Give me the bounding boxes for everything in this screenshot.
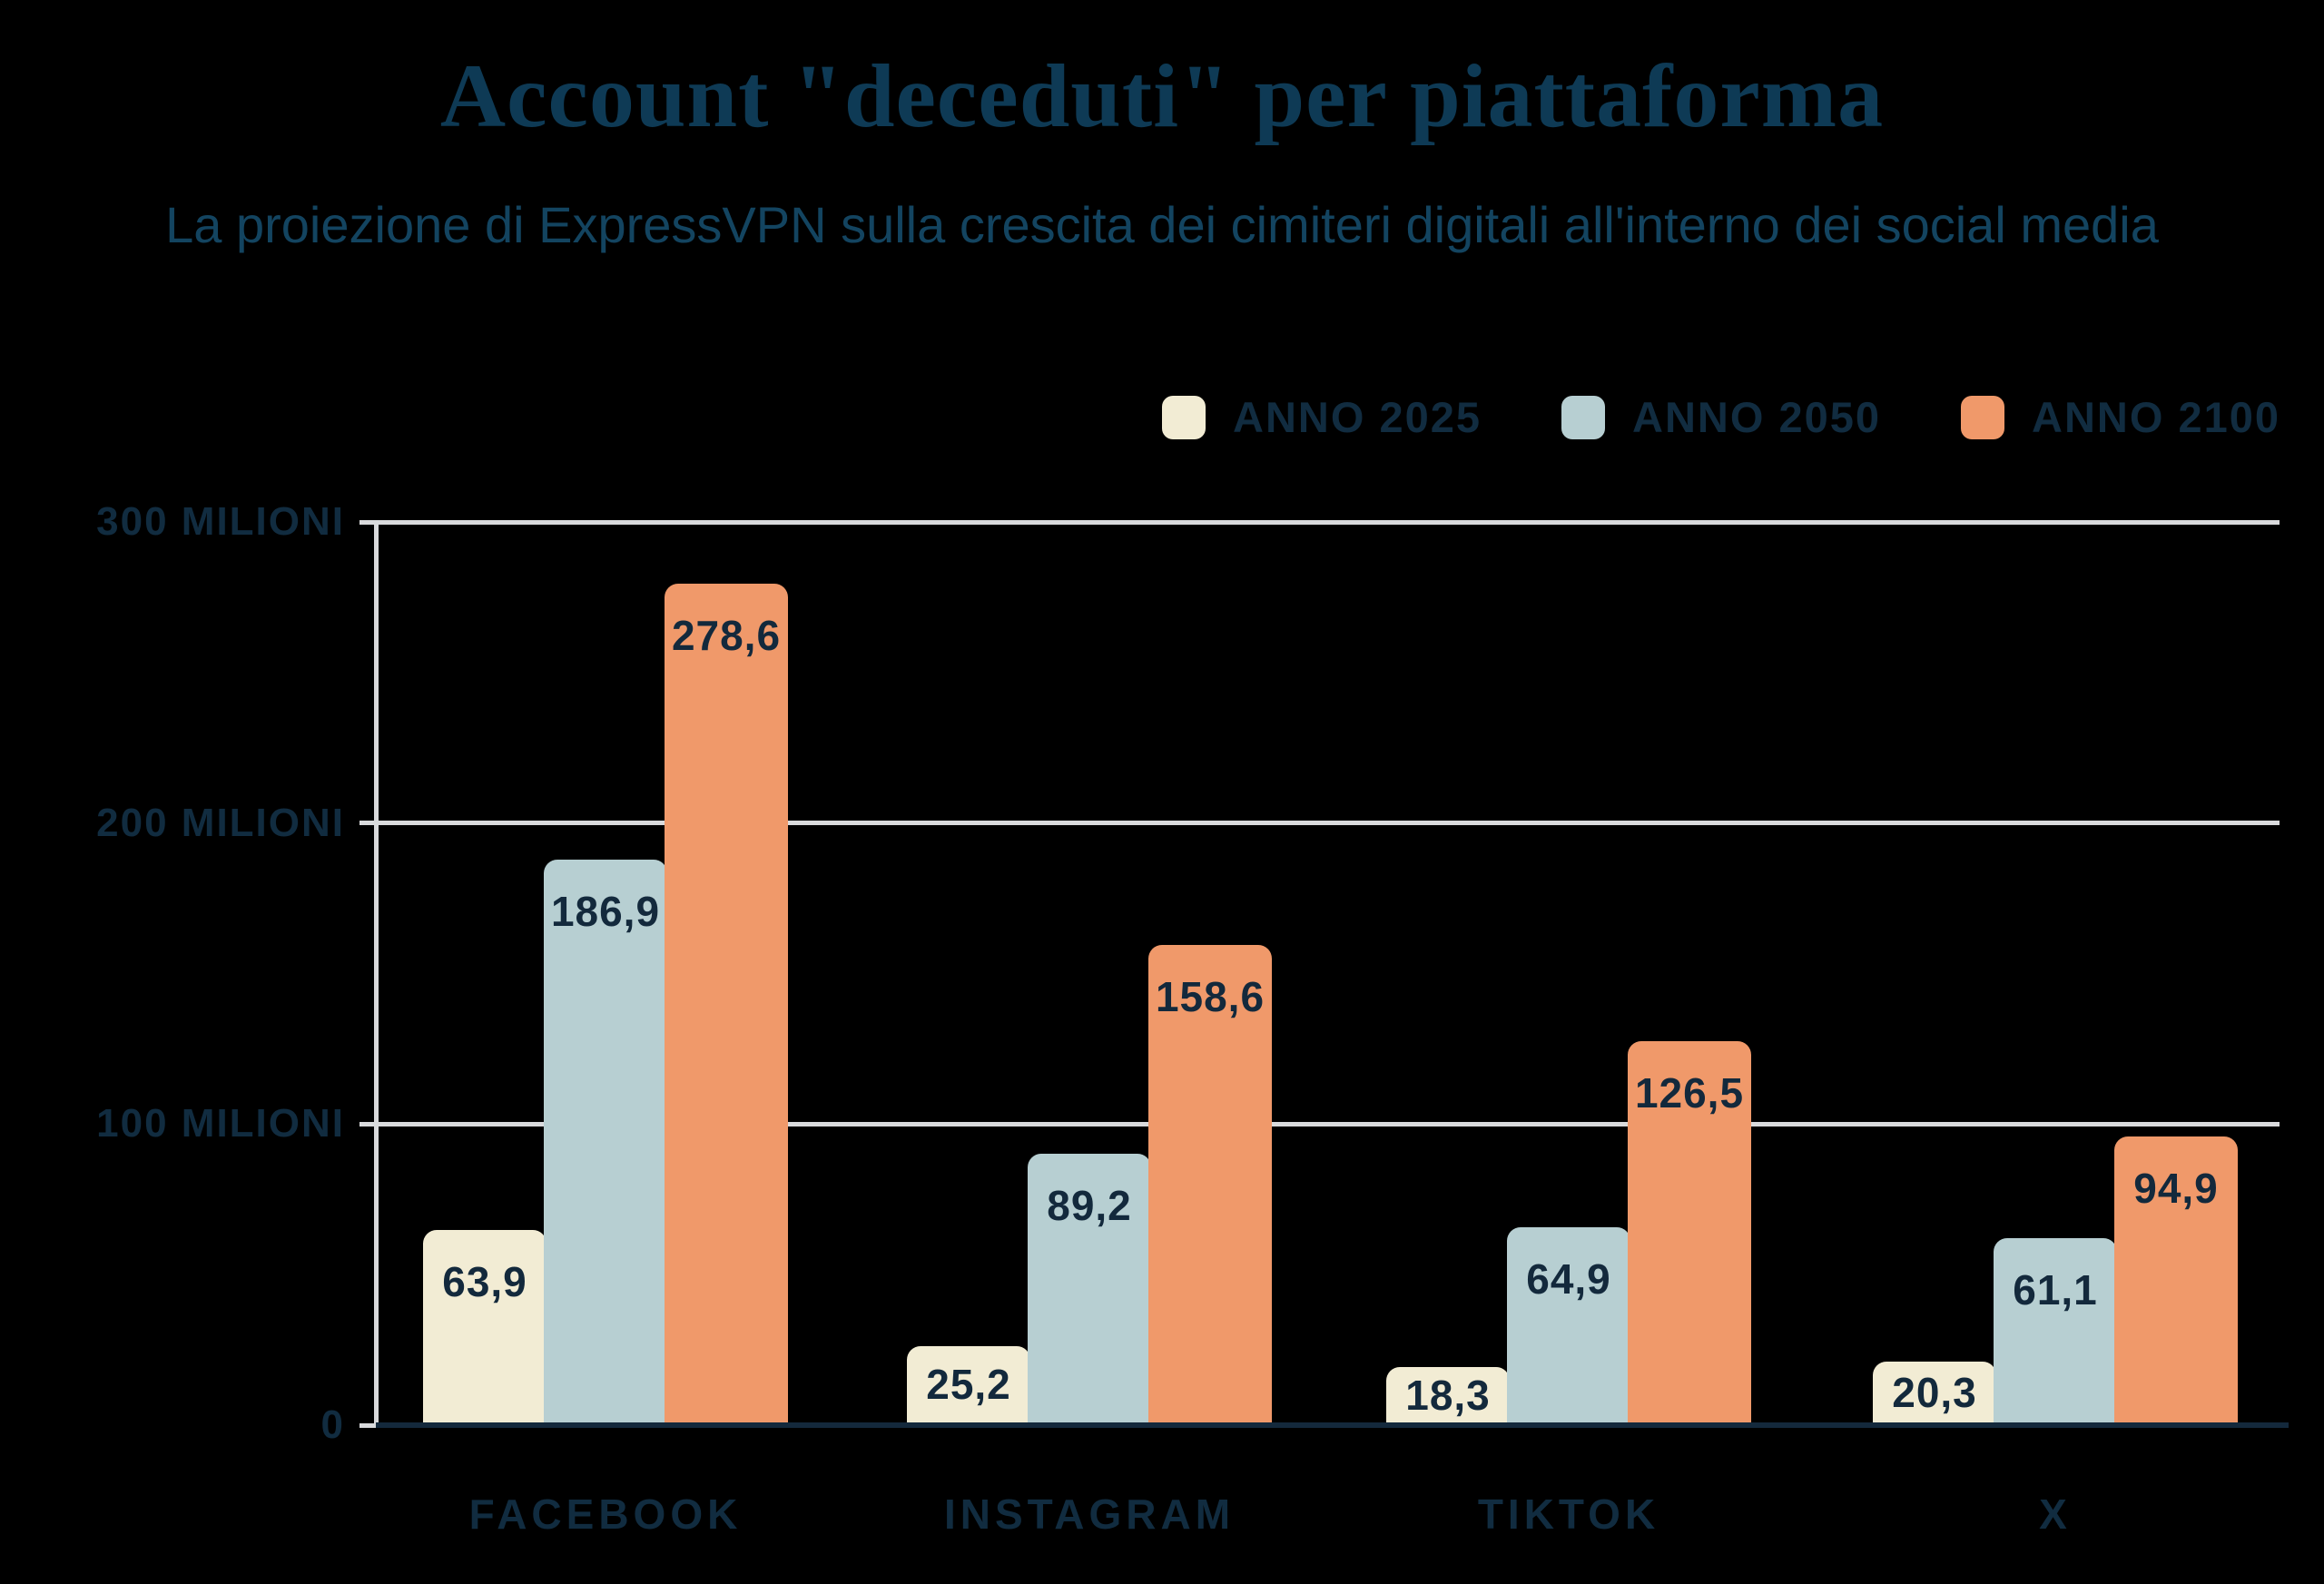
bar-value-label: 94,9 (2133, 1165, 2219, 1212)
bar-facebook-anno-2025: 63,9 (423, 1230, 547, 1422)
bar-value-label: 61,1 (2013, 1266, 2098, 1313)
bar-value-label: 64,9 (1526, 1255, 1611, 1303)
gridline (359, 519, 2280, 525)
bar-value-label: 126,5 (1634, 1069, 1745, 1117)
bar-value-label: 20,3 (1892, 1368, 1977, 1416)
bar-x-anno-2025: 20,3 (1873, 1362, 1996, 1422)
y-axis-tick-label: 100 MILIONI (96, 1101, 345, 1146)
y-axis-line (374, 522, 379, 1425)
bar-tiktok-anno-2050: 64,9 (1507, 1227, 1630, 1422)
bar-value-label: 25,2 (926, 1361, 1011, 1408)
bar-value-label: 18,3 (1405, 1371, 1491, 1419)
legend-label: ANNO 2100 (2032, 393, 2280, 441)
legend: ANNO 2025 ANNO 2050 ANNO 2100 (1162, 392, 2280, 442)
legend-item-anno-2025: ANNO 2025 (1162, 392, 1482, 442)
category-label-facebook: FACEBOOK (468, 1491, 743, 1538)
category-label-instagram: INSTAGRAM (943, 1491, 1236, 1538)
bar-value-label: 89,2 (1047, 1182, 1132, 1229)
bar-instagram-anno-2050: 89,2 (1028, 1154, 1151, 1422)
bar-facebook-anno-2050: 186,9 (544, 860, 667, 1422)
y-axis-tick-label: 200 MILIONI (96, 800, 345, 845)
bar-facebook-anno-2100: 278,6 (665, 584, 788, 1422)
chart-subtitle: La proiezione di ExpressVPN sulla cresci… (165, 196, 2159, 253)
legend-swatch-icon (1162, 395, 1206, 439)
bar-x-anno-2100: 94,9 (2114, 1136, 2238, 1422)
y-axis-tick-label: 0 (320, 1402, 345, 1447)
y-axis-tick-label: 300 MILIONI (96, 499, 345, 544)
legend-swatch-icon (1561, 395, 1605, 439)
legend-label: ANNO 2050 (1632, 393, 1881, 441)
bar-instagram-anno-2100: 158,6 (1148, 945, 1272, 1422)
bar-tiktok-anno-2100: 126,5 (1628, 1041, 1751, 1422)
category-label-x: X (2039, 1491, 2072, 1538)
plot-area: 63,9 186,9 278,6 25,2 89,2 158,6 18,3 64,9 126,5… (359, 519, 2289, 1428)
bar-value-label: 186,9 (550, 888, 661, 935)
bar-instagram-anno-2025: 25,2 (907, 1346, 1030, 1422)
bar-x-anno-2050: 61,1 (1994, 1238, 2117, 1422)
category-label-tiktok: TIKTOK (1477, 1491, 1660, 1538)
bar-value-label: 158,6 (1155, 973, 1265, 1020)
legend-label: ANNO 2025 (1233, 393, 1482, 441)
chart-title: Account "deceduti" per piattaforma (439, 45, 1885, 146)
legend-item-anno-2050: ANNO 2050 (1561, 392, 1881, 442)
bar-value-label: 278,6 (671, 612, 782, 659)
bar-tiktok-anno-2025: 18,3 (1386, 1367, 1510, 1422)
legend-swatch-icon (1961, 395, 2004, 439)
bar-value-label: 63,9 (442, 1258, 527, 1305)
x-axis-line (376, 1422, 2289, 1428)
legend-item-anno-2100: ANNO 2100 (1961, 392, 2280, 442)
gridline (359, 821, 2280, 826)
gridline (359, 1121, 2280, 1127)
